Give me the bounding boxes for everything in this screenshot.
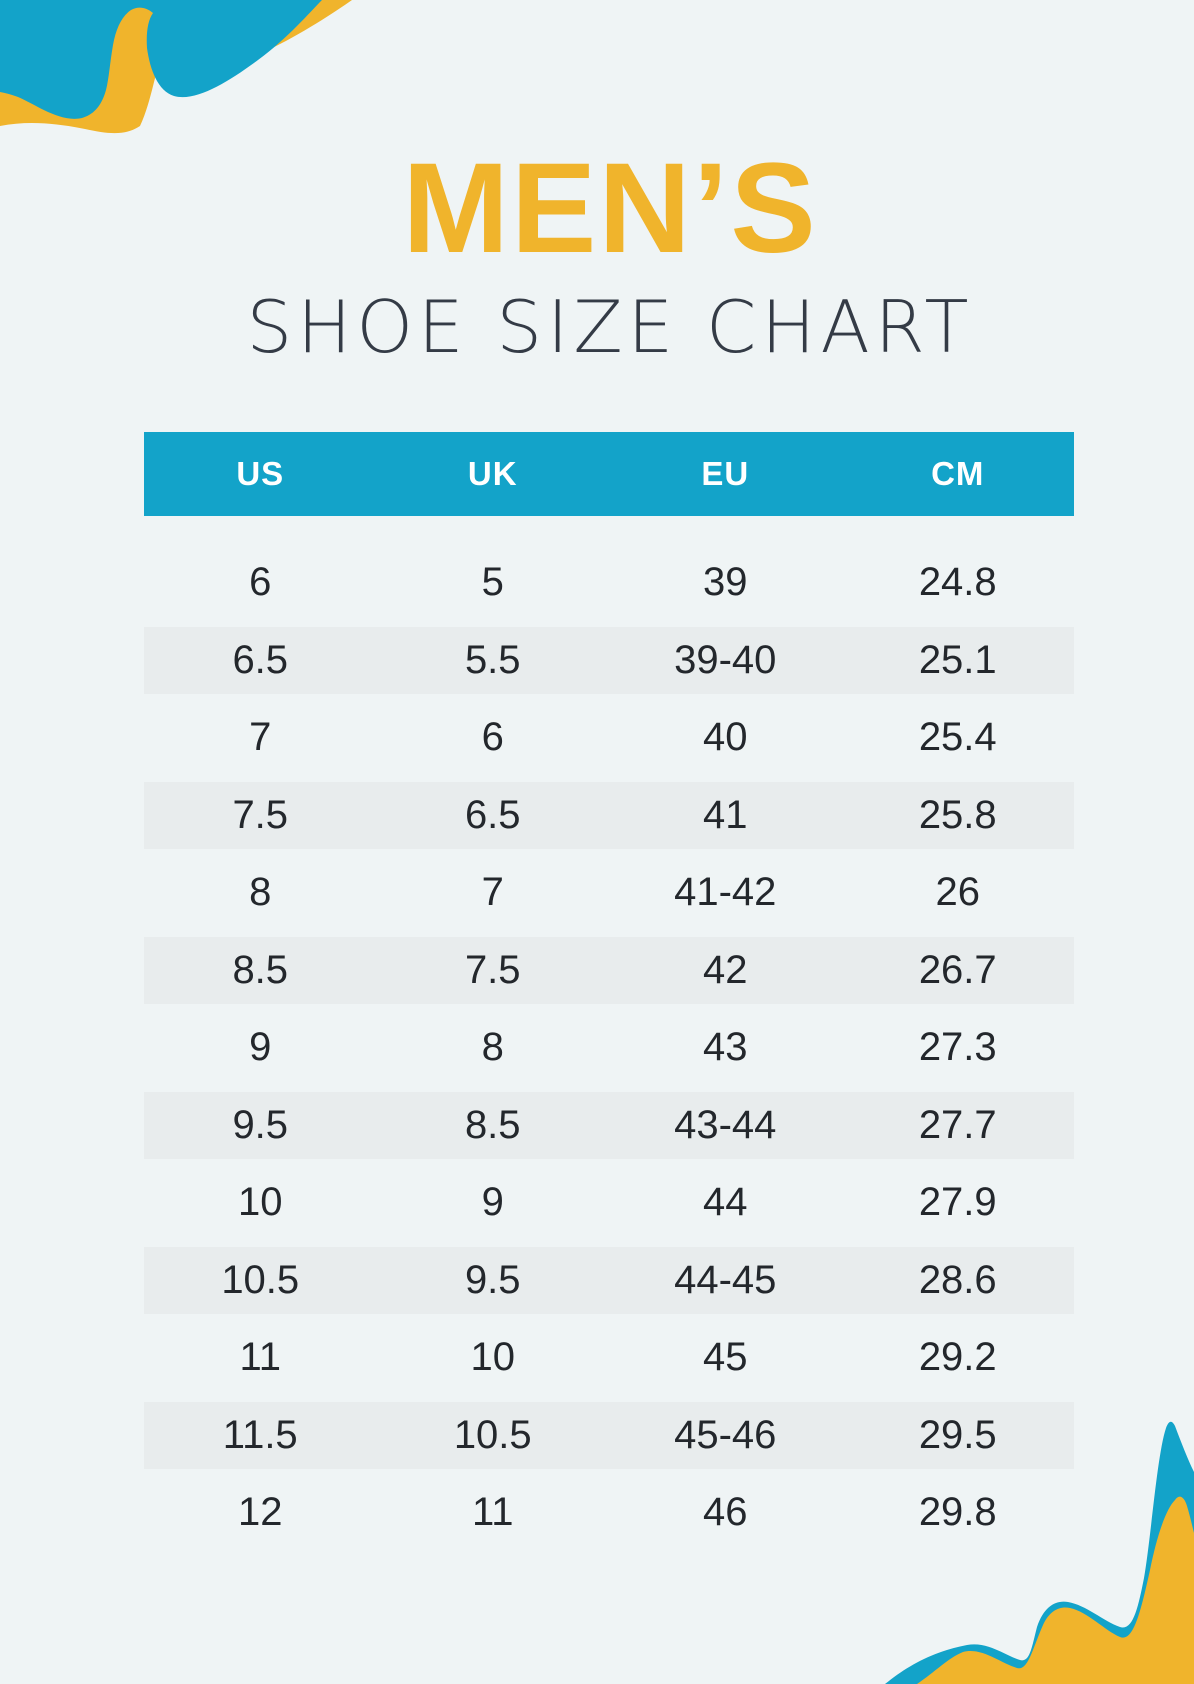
cell-us: 7.5 — [232, 792, 289, 837]
cell-us: 6 — [249, 560, 272, 605]
size-table: US UK EU CM 6 5 39 24.8 6.5 5.5 39-40 25.1 7 6 40 2… — [144, 432, 1074, 1552]
wave-blue-shape — [0, 0, 322, 119]
table-row: 6 5 39 24.8 — [144, 544, 1074, 622]
cell-us: 8 — [249, 870, 272, 915]
table-row: 8 7 41-42 26 — [144, 854, 1074, 932]
cell-us: 10.5 — [221, 1257, 300, 1302]
cell-uk: 6.5 — [464, 792, 521, 837]
size-table-header: US UK EU CM — [144, 432, 1074, 516]
table-row: 12 11 46 29.8 — [144, 1474, 1074, 1552]
cell-uk: 5 — [481, 560, 504, 605]
cell-cm: 29.8 — [918, 1490, 997, 1535]
cell-cm: 26.7 — [918, 947, 997, 992]
cell-us: 8.5 — [232, 947, 289, 992]
table-row: 10.5 9.5 44-45 28.6 — [144, 1242, 1074, 1320]
header-cell-us: US — [236, 455, 285, 492]
cell-cm: 27.7 — [918, 1102, 997, 1147]
table-row: 7.5 6.5 41 25.8 — [144, 777, 1074, 855]
table-row: 11 10 45 29.2 — [144, 1319, 1074, 1397]
header-cell-cm: CM — [931, 455, 985, 492]
page-title: MEN’S — [402, 137, 818, 280]
cell-eu: 42 — [703, 947, 748, 992]
table-row: 11.5 10.5 45-46 29.5 — [144, 1397, 1074, 1475]
cell-us: 9 — [249, 1025, 272, 1070]
cell-eu: 41 — [703, 792, 748, 837]
cell-cm: 25.1 — [918, 637, 997, 682]
size-table-body: 6 5 39 24.8 6.5 5.5 39-40 25.1 7 6 40 25.4 7.5 6.5 41 2… — [144, 544, 1074, 1552]
table-row: 9.5 8.5 43-44 27.7 — [144, 1087, 1074, 1165]
cell-eu: 43-44 — [674, 1102, 777, 1147]
cell-cm: 25.4 — [918, 715, 997, 760]
table-row: 6.5 5.5 39-40 25.1 — [144, 622, 1074, 700]
cell-uk: 5.5 — [464, 637, 521, 682]
table-row: 10 9 44 27.9 — [144, 1164, 1074, 1242]
table-row: 8.5 7.5 42 26.7 — [144, 932, 1074, 1010]
cell-cm: 28.6 — [918, 1257, 997, 1302]
cell-cm: 26 — [935, 870, 981, 915]
cell-us: 7 — [249, 715, 272, 760]
cell-us: 10 — [238, 1180, 283, 1225]
cell-eu: 39 — [703, 560, 748, 605]
cell-uk: 10 — [470, 1335, 516, 1380]
cell-eu: 39-40 — [674, 637, 777, 682]
cell-cm: 29.5 — [918, 1412, 997, 1457]
cell-cm: 24.8 — [918, 560, 997, 605]
cell-uk: 8.5 — [464, 1102, 521, 1147]
cell-cm: 29.2 — [918, 1335, 997, 1380]
cell-us: 11.5 — [222, 1412, 298, 1457]
page-subtitle: SHOE SIZE CHART — [246, 285, 974, 369]
cell-eu: 44-45 — [674, 1257, 777, 1302]
cell-uk: 9.5 — [464, 1257, 521, 1302]
cell-us: 12 — [238, 1490, 283, 1535]
cell-us: 11 — [239, 1335, 282, 1380]
cell-cm: 25.8 — [918, 792, 997, 837]
cell-uk: 7 — [481, 870, 504, 915]
table-row: 7 6 40 25.4 — [144, 699, 1074, 777]
cell-uk: 11 — [471, 1490, 514, 1535]
cell-us: 6.5 — [232, 637, 289, 682]
cell-eu: 44 — [703, 1180, 748, 1225]
cell-eu: 43 — [703, 1025, 748, 1070]
cell-cm: 27.3 — [918, 1025, 997, 1070]
cell-us: 9.5 — [232, 1102, 289, 1147]
cell-uk: 10.5 — [453, 1412, 532, 1457]
cell-eu: 41-42 — [674, 870, 777, 915]
corner-wave-top-left — [0, 0, 352, 134]
cell-cm: 27.9 — [918, 1180, 997, 1225]
cell-eu: 46 — [703, 1490, 748, 1535]
cell-eu: 45-46 — [674, 1412, 777, 1457]
cell-eu: 40 — [703, 715, 748, 760]
cell-eu: 45 — [703, 1335, 748, 1380]
cell-uk: 7.5 — [464, 947, 521, 992]
header-cell-uk: UK — [467, 455, 518, 492]
cell-uk: 8 — [481, 1025, 504, 1070]
wave-yellow-shape — [0, 0, 352, 134]
table-row: 9 8 43 27.3 — [144, 1009, 1074, 1087]
cell-uk: 6 — [481, 715, 504, 760]
header-cell-eu: EU — [701, 455, 750, 492]
cell-uk: 9 — [481, 1180, 504, 1225]
